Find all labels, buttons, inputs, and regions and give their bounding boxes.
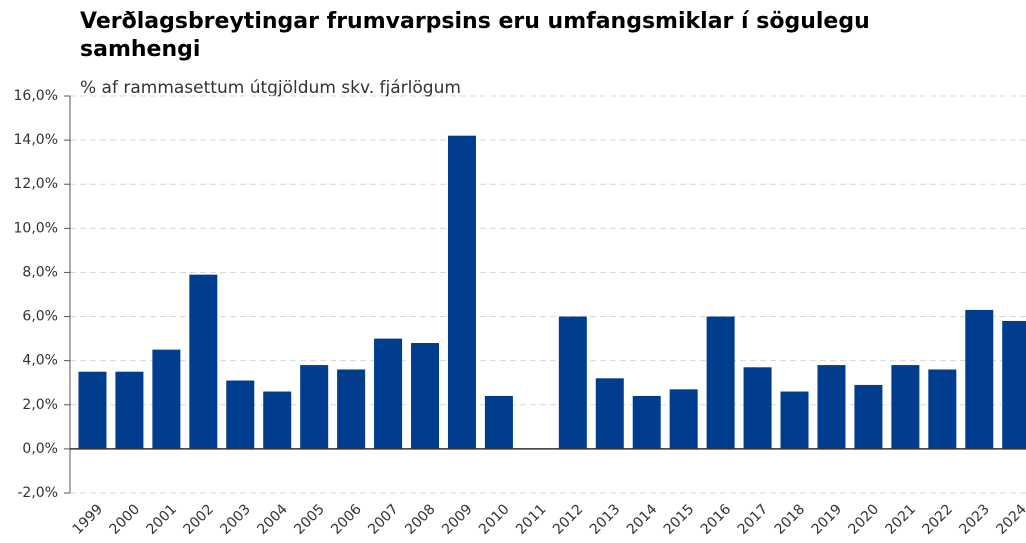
bar — [891, 365, 920, 449]
bar — [263, 391, 292, 449]
x-tick-label: 2017 — [735, 501, 772, 538]
x-tick-label: 2018 — [772, 501, 809, 538]
bar — [595, 378, 624, 449]
y-tick-label: 12,0% — [14, 176, 58, 192]
x-tick-label: 2019 — [809, 501, 846, 538]
y-tick-label: 0,0% — [22, 441, 58, 457]
y-tick-label: 6,0% — [22, 309, 58, 325]
y-tick-label: 2,0% — [22, 397, 58, 413]
x-tick-label: 2001 — [144, 501, 181, 538]
bar — [632, 395, 661, 449]
x-tick-label: 2008 — [402, 501, 439, 538]
x-tick-label: 2022 — [919, 501, 956, 538]
bar — [484, 395, 513, 449]
bar — [300, 365, 329, 449]
x-tick-label: 2006 — [328, 501, 365, 538]
bar — [780, 391, 809, 449]
x-tick-label: 2014 — [624, 501, 661, 538]
x-tick-label: 2020 — [846, 501, 883, 538]
bar — [1002, 320, 1026, 449]
bar — [965, 309, 994, 449]
bar — [78, 371, 107, 449]
bar — [411, 343, 440, 449]
bar — [374, 338, 403, 449]
x-tick-label: 2007 — [365, 501, 402, 538]
bar — [743, 367, 772, 449]
y-tick-label: 16,0% — [14, 88, 58, 104]
bar — [337, 369, 366, 449]
bar — [152, 349, 181, 449]
y-tick-label: 10,0% — [14, 220, 58, 236]
bar — [706, 316, 735, 449]
bar — [226, 380, 255, 449]
x-tick-label: 2003 — [217, 501, 254, 538]
bar — [854, 384, 883, 449]
x-tick-label: 2011 — [513, 501, 550, 538]
x-tick-label: 2024 — [993, 501, 1026, 538]
x-tick-label: 2005 — [291, 501, 328, 538]
x-tick-label: 2000 — [107, 501, 144, 538]
x-tick-label: 2015 — [661, 501, 698, 538]
y-tick-label: 4,0% — [22, 353, 58, 369]
x-tick-label: 2016 — [698, 501, 735, 538]
x-tick-label: 2004 — [254, 501, 291, 538]
x-tick-label: 2002 — [180, 501, 217, 538]
x-tick-label: 2012 — [550, 501, 587, 538]
y-tick-label: 14,0% — [14, 132, 58, 148]
chart-subtitle: % af rammasettum útgjöldum skv. fjárlögu… — [80, 78, 461, 98]
y-tick-label: -2,0% — [17, 485, 58, 501]
x-tick-label: 2021 — [883, 501, 920, 538]
chart-title: Verðlagsbreytingar frumvarpsins eru umfa… — [80, 9, 870, 62]
bar — [189, 274, 218, 449]
bar — [115, 371, 144, 449]
x-tick-label: 2009 — [439, 501, 476, 538]
bar — [558, 316, 587, 449]
x-tick-label: 2023 — [956, 501, 993, 538]
x-tick-label: 2010 — [476, 501, 513, 538]
y-tick-label: 8,0% — [22, 264, 58, 280]
bar — [817, 365, 846, 449]
bar — [669, 389, 698, 449]
bar — [928, 369, 957, 449]
x-tick-label: 2013 — [587, 501, 624, 538]
x-tick-label: 1999 — [70, 501, 107, 538]
bar — [447, 135, 476, 449]
